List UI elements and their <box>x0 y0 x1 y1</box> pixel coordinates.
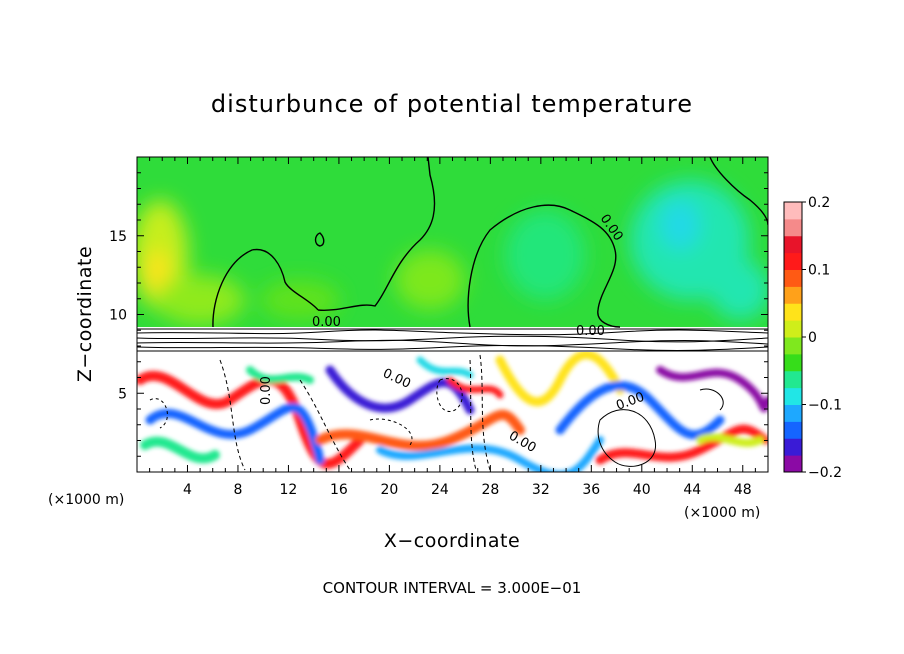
colorbar-swatch <box>784 269 802 287</box>
contour-label: 0.00 <box>576 324 605 339</box>
lower-field-bands <box>137 350 768 472</box>
colorbar-swatch <box>784 320 802 338</box>
colorbar-swatch <box>784 218 802 237</box>
colorbar-swatch <box>784 370 802 389</box>
y-tick-label: 5 <box>118 386 127 402</box>
colorbar-label: 0 <box>808 330 817 346</box>
x-tick-label: 40 <box>633 482 651 498</box>
y-axis: 5 10 15 <box>109 172 768 457</box>
plot-area <box>137 157 768 472</box>
contour-label: 0.00 <box>312 315 341 330</box>
contour-interval-note: CONTOUR INTERVAL = 3.000E−01 <box>323 579 582 597</box>
colorbar-swatch <box>784 252 802 270</box>
x-tick-label: 4 <box>183 482 192 498</box>
x-tick-label: 12 <box>280 482 298 498</box>
colorbar-swatch <box>784 455 802 473</box>
lower-contours <box>149 354 724 471</box>
colorbar-swatch <box>784 353 802 372</box>
x-tick-label: 28 <box>481 482 499 498</box>
colorbar-swatch <box>784 337 802 355</box>
colorbar: 0.2 0.1 0 −0.1 −0.2 <box>783 195 842 481</box>
colorbar-swatch <box>784 235 802 254</box>
chart-title: disturbunce of potential temperature <box>211 90 693 118</box>
colorbar-swatch <box>784 404 802 422</box>
y-tick-label: 10 <box>109 308 127 324</box>
x-tick-label: 16 <box>330 482 348 498</box>
x-axis: 4 8 12 16 20 24 28 32 36 40 44 48 <box>149 157 756 498</box>
colorbar-swatch <box>784 286 802 304</box>
x-tick-label: 24 <box>431 482 449 498</box>
interface-band <box>137 327 768 352</box>
y-tick-label: 15 <box>109 229 127 245</box>
upper-field-shading <box>137 180 768 325</box>
colorbar-label: 0.2 <box>808 195 830 211</box>
colorbar-label: 0.1 <box>808 263 830 279</box>
upper-contours <box>212 157 768 328</box>
x-tick-label: 32 <box>532 482 550 498</box>
colorbar-swatch <box>784 202 802 220</box>
colorbar-swatch <box>784 303 802 321</box>
x-tick-label: 48 <box>734 482 752 498</box>
colorbar-label: −0.2 <box>808 465 842 481</box>
x-tick-label: 36 <box>582 482 600 498</box>
interface-lines <box>137 328 768 352</box>
colorbar-swatch <box>784 387 802 405</box>
x-axis-label: X−coordinate <box>384 530 520 552</box>
x-tick-label: 8 <box>233 482 242 498</box>
x-tick-label: 20 <box>380 482 398 498</box>
x-axis-unit: (×1000 m) <box>684 505 760 521</box>
y-axis-label: Z−coordinate <box>74 246 96 382</box>
colorbar-swatch <box>784 438 802 456</box>
colorbar-swatch <box>784 421 802 439</box>
z-axis-unit: (×1000 m) <box>48 492 124 508</box>
colorbar-label: −0.1 <box>808 398 842 414</box>
contour-label: 0.00 <box>259 376 274 405</box>
x-tick-label: 44 <box>683 482 701 498</box>
